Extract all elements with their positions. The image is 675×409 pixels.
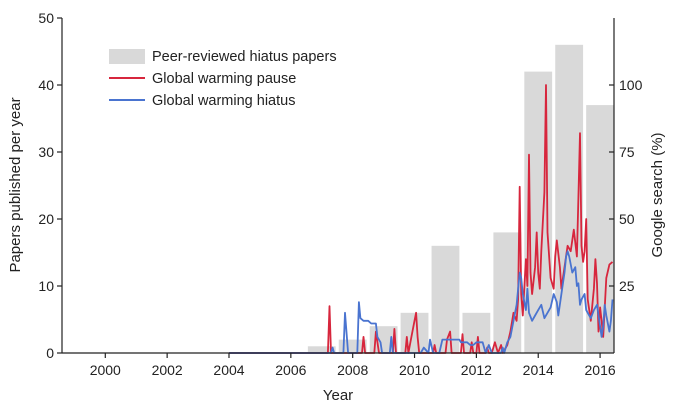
y-tick-label-30: 30	[38, 144, 54, 160]
x-tick-label-2012: 2012	[461, 362, 492, 378]
x-tick-label-2004: 2004	[213, 362, 244, 378]
bar-2008	[338, 339, 367, 353]
x-tick-label-2002: 2002	[152, 362, 183, 378]
bar-2007	[307, 346, 336, 353]
y-tick-label-40: 40	[38, 77, 54, 93]
y2-tick-label-75: 75	[619, 144, 635, 160]
x-axis-title: Year	[323, 387, 353, 404]
y2-tick-label-25: 25	[619, 278, 635, 294]
y-axis-title: Papers published per year	[7, 97, 24, 272]
series-line-pause	[229, 84, 614, 354]
lines-layer	[229, 84, 614, 354]
legend-label-pause: Global warming pause	[152, 71, 296, 87]
y-tick-label-20: 20	[38, 211, 54, 227]
legend-swatch-bar	[109, 49, 145, 64]
x-tick-label-2008: 2008	[337, 362, 368, 378]
y2-tick-label-100: 100	[619, 77, 643, 93]
bars-layer	[307, 44, 614, 354]
ticks-layer: 2000 2002 2004 2006 2008 2010 2012 2014 2016 0 10 2…	[38, 10, 642, 378]
y-tick-label-0: 0	[46, 345, 54, 361]
x-tick-label-2006: 2006	[275, 362, 306, 378]
x-tick-label-2016: 2016	[585, 362, 616, 378]
x-tick-label-2014: 2014	[523, 362, 554, 378]
bar-2011	[431, 245, 460, 353]
legend: Peer-reviewed hiatus papers Global warmi…	[109, 49, 337, 109]
legend-label-hiatus: Global warming hiatus	[152, 93, 295, 109]
x-tick-label-2000: 2000	[90, 362, 121, 378]
legend-label-bars: Peer-reviewed hiatus papers	[152, 49, 337, 65]
bar-2013	[493, 232, 522, 353]
series-line-hiatus	[229, 250, 614, 354]
y2-tick-label-50: 50	[619, 211, 635, 227]
y-tick-label-50: 50	[38, 10, 54, 26]
y2-axis-title: Google search (%)	[649, 132, 666, 257]
x-tick-label-2010: 2010	[399, 362, 430, 378]
y-tick-label-10: 10	[38, 278, 54, 294]
